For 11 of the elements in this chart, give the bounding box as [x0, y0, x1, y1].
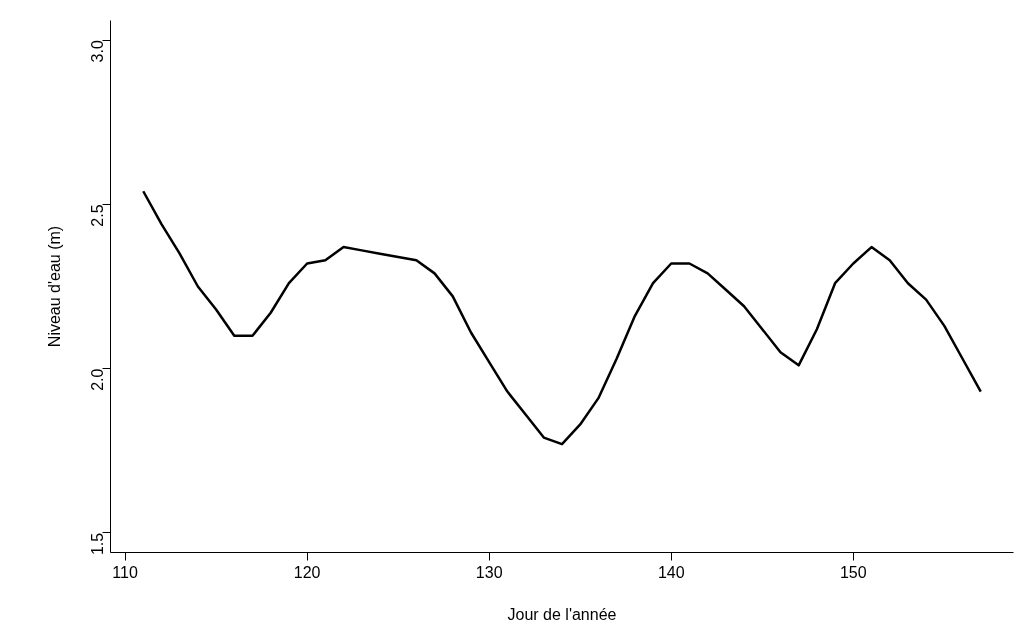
y-axis-title: Niveau d'eau (m): [45, 225, 63, 348]
y-tick-label: 3.0: [89, 40, 107, 63]
x-tick-label: 130: [475, 563, 503, 581]
x-tick-label: 150: [839, 563, 867, 581]
x-tick-label: 110: [112, 563, 138, 581]
x-tick-label: 120: [293, 563, 321, 581]
y-tick-label: 2.0: [89, 368, 107, 391]
y-tick-label: 1.5: [89, 532, 107, 556]
x-tick-label: 140: [657, 563, 685, 581]
x-axis-title: Jour de l'année: [507, 605, 617, 623]
y-tick-label: 2.5: [89, 204, 107, 227]
